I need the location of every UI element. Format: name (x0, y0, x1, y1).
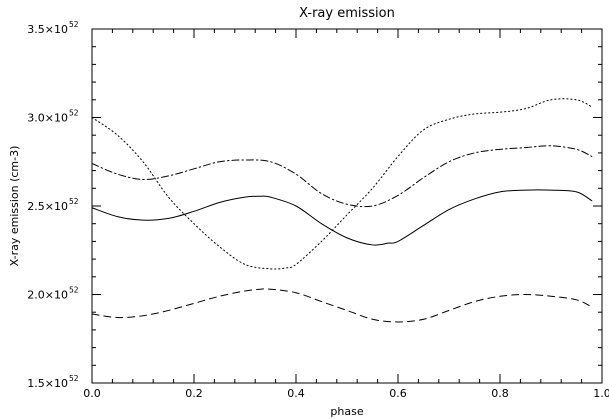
y-tick-label: 2.5×10 52 (27, 197, 78, 213)
y-tick-exponent: 52 (69, 109, 79, 118)
series-dashdot-line (91, 145, 593, 208)
y-tick-labels: 1.5×10 522.0×10 522.5×10 523.0×10 523.5×10 52 (27, 20, 78, 390)
series-dotted-line (91, 98, 593, 270)
x-axis-label: phase (330, 405, 363, 418)
x-tick-label: 0.8 (491, 387, 509, 400)
y-tick-exponent: 52 (69, 20, 79, 29)
series-dashed-line (91, 288, 593, 323)
y-axis-label: X-ray emission (cm-3) (8, 146, 21, 267)
series-lines (91, 98, 593, 323)
x-tick-label: 0.6 (389, 387, 407, 400)
y-tick-mantissa: 2.0×10 (27, 289, 68, 302)
series-solid-line (91, 189, 593, 246)
y-tick-mantissa: 1.5×10 (27, 377, 68, 390)
chart-title: X-ray emission (299, 6, 395, 21)
y-tick-label: 3.0×10 52 (27, 109, 78, 125)
x-tick-label: 0.4 (287, 387, 305, 400)
x-tick-label: 1.0 (593, 387, 609, 400)
y-tick-label: 2.0×10 52 (27, 286, 78, 302)
y-tick-mantissa: 3.5×10 (27, 23, 68, 36)
axis-ticks (91, 28, 603, 384)
y-tick-mantissa: 3.0×10 (27, 112, 68, 125)
y-tick-exponent: 52 (69, 197, 79, 206)
y-tick-label: 3.5×10 52 (27, 20, 78, 36)
x-tick-label: 0.2 (185, 387, 203, 400)
x-tick-label: 0.0 (83, 387, 101, 400)
y-tick-mantissa: 2.5×10 (27, 200, 68, 213)
plot-frame (91, 28, 603, 384)
y-tick-exponent: 52 (69, 374, 79, 383)
y-tick-exponent: 52 (69, 286, 79, 295)
y-tick-label: 1.5×10 52 (27, 374, 78, 390)
x-tick-labels: 0.0 0.2 0.4 0.6 0.8 1.0 (83, 387, 609, 400)
